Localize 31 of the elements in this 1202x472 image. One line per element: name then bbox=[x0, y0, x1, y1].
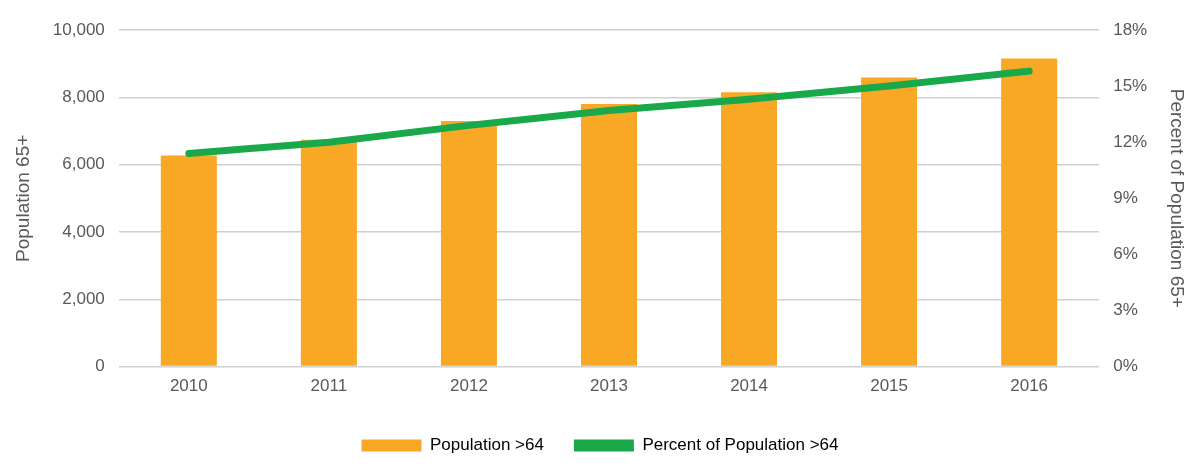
y2-axis-title: Percent of Population 65+ bbox=[1167, 88, 1189, 308]
bar bbox=[861, 77, 918, 366]
bar bbox=[440, 120, 497, 366]
x-tick-label: 2012 bbox=[450, 376, 488, 396]
y-tick-label: 6,000 bbox=[62, 154, 105, 174]
legend-label: Percent of Population >64 bbox=[642, 435, 839, 455]
y2-tick-label: 12% bbox=[1113, 131, 1148, 151]
x-tick-label: 2010 bbox=[169, 376, 208, 396]
x-tick-label: 2015 bbox=[870, 376, 909, 396]
bar bbox=[160, 155, 217, 366]
bar bbox=[300, 139, 357, 366]
x-tick-label: 2016 bbox=[1010, 376, 1049, 396]
bar bbox=[1001, 58, 1058, 366]
y-axis-title: Population 65+ bbox=[11, 134, 33, 262]
y2-tick-label: 15% bbox=[1113, 75, 1148, 95]
y2-tick-label: 6% bbox=[1113, 244, 1138, 264]
x-tick-label: 2013 bbox=[590, 376, 628, 396]
y-tick-label: 10,000 bbox=[52, 19, 105, 39]
y-tick-label: 2,000 bbox=[62, 288, 105, 308]
y-tick-label: 8,000 bbox=[62, 87, 105, 107]
legend-label: Population >64 bbox=[429, 435, 544, 455]
x-tick-label: 2011 bbox=[310, 376, 348, 396]
bar bbox=[721, 92, 778, 366]
bar bbox=[580, 104, 637, 366]
x-tick-label: 2014 bbox=[730, 376, 768, 396]
y2-tick-label: 18% bbox=[1113, 19, 1148, 39]
y2-tick-label: 3% bbox=[1113, 300, 1138, 320]
y-tick-label: 4,000 bbox=[62, 221, 105, 241]
y2-tick-label: 0% bbox=[1113, 356, 1138, 376]
y-tick-label: 0 bbox=[95, 356, 105, 376]
y2-tick-label: 9% bbox=[1113, 187, 1138, 207]
